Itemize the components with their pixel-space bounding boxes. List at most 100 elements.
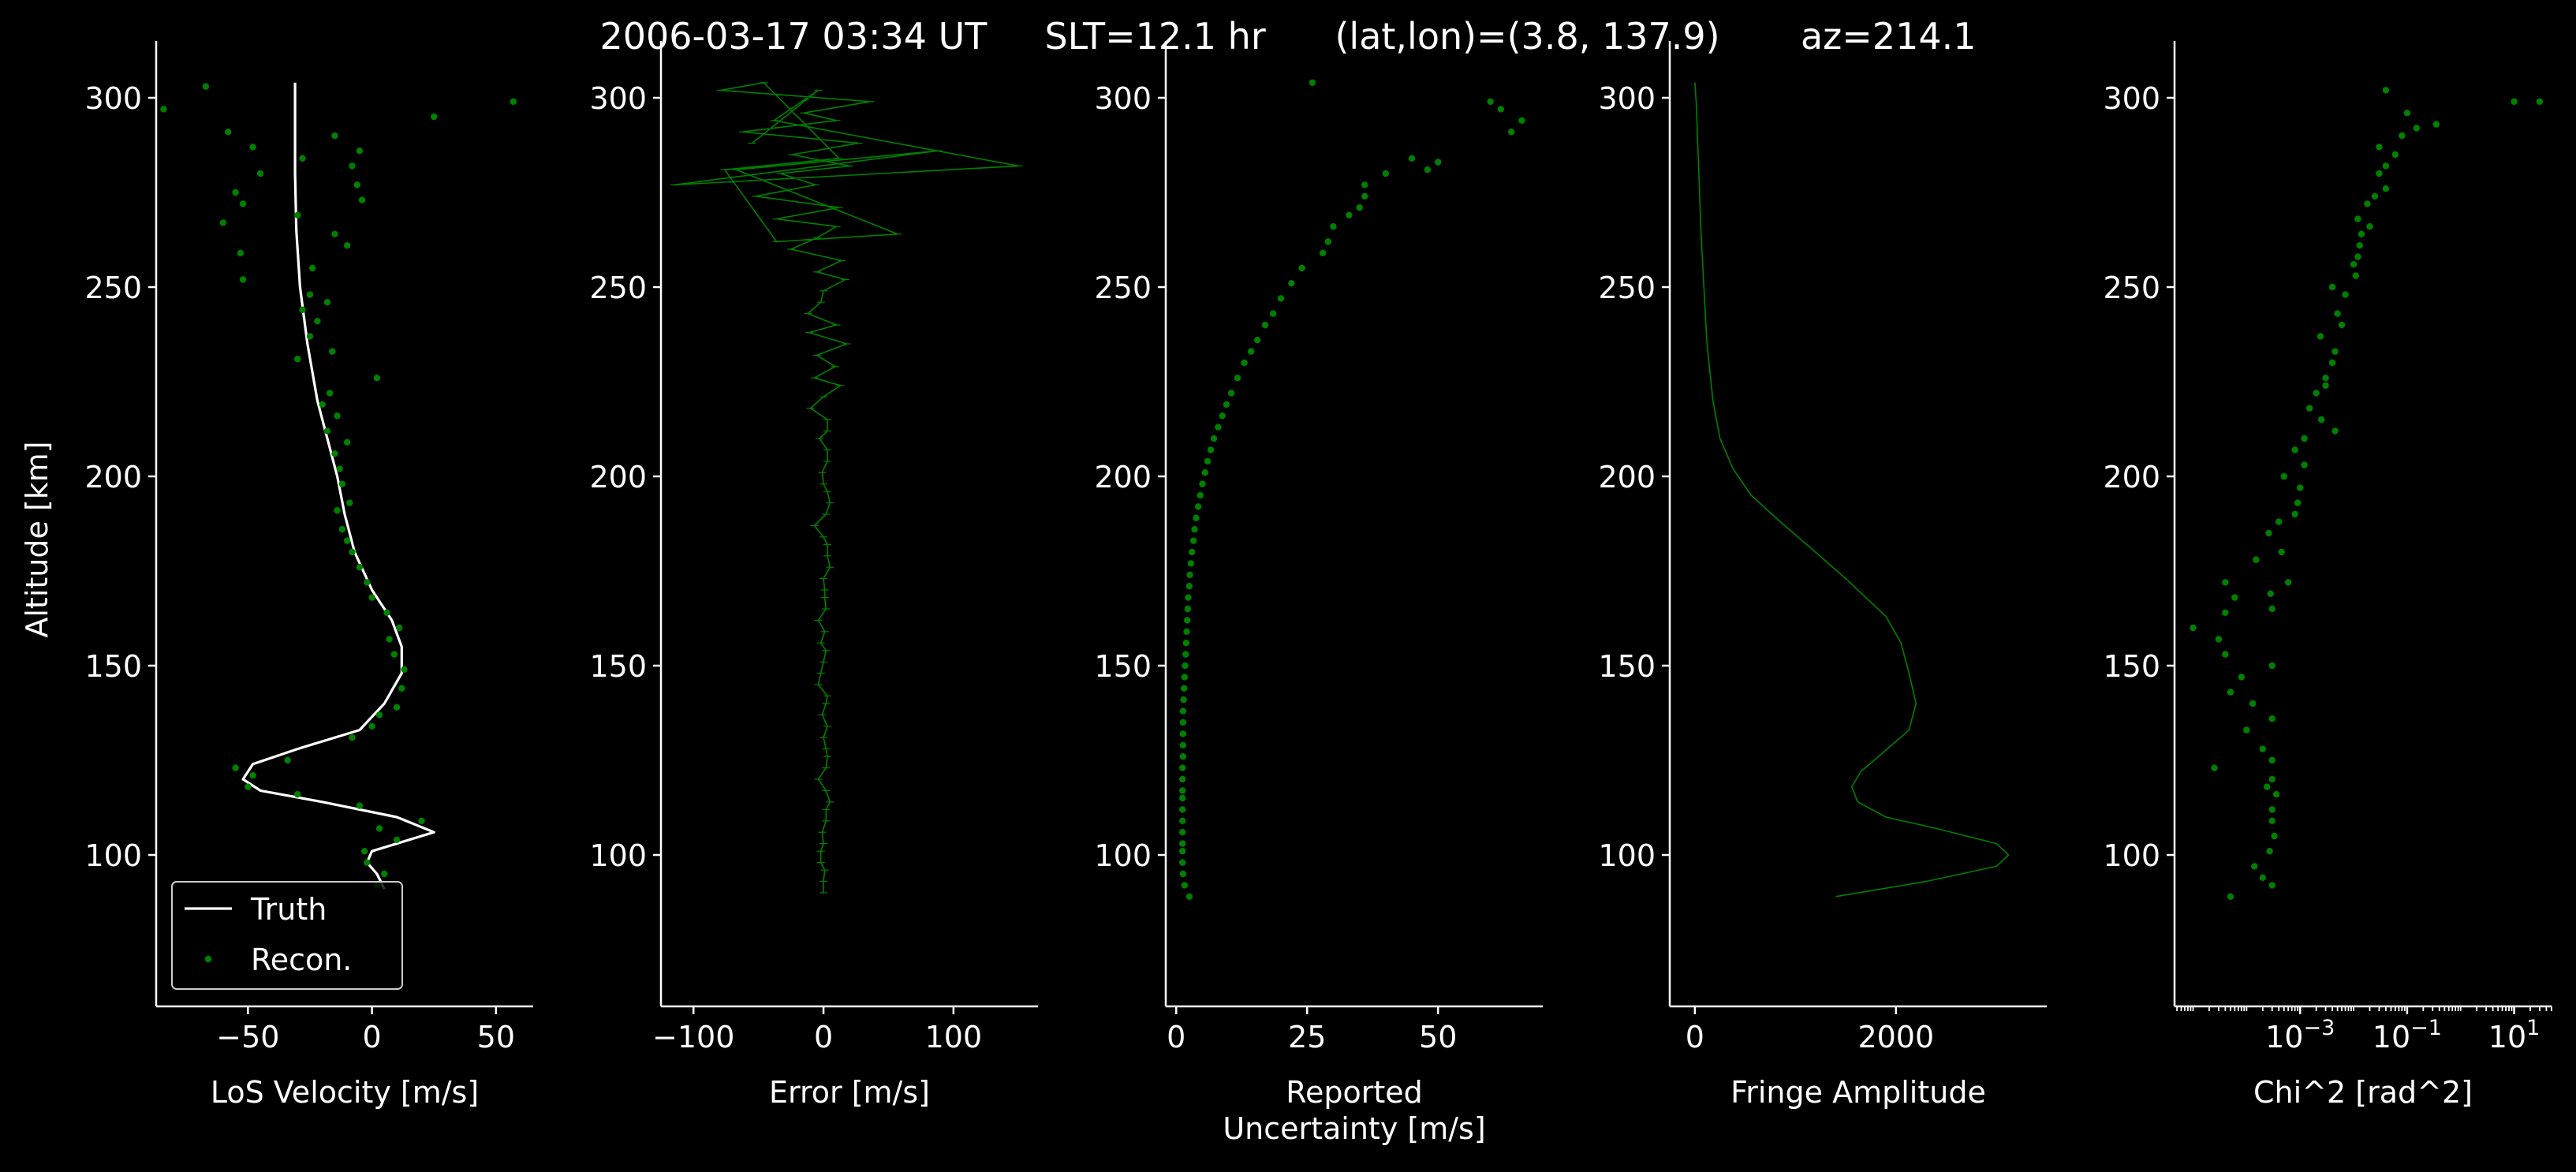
x-tick-mantissa: 10	[2265, 1020, 2303, 1054]
data-point	[2222, 651, 2229, 658]
x-axis-label-line: Error [m/s]	[769, 1075, 930, 1110]
data-point	[299, 306, 306, 313]
data-point	[334, 412, 341, 420]
data-point	[1179, 730, 1187, 737]
x-tick-label: 50	[1419, 1020, 1457, 1054]
data-point	[232, 188, 239, 196]
legend-recon-swatch	[204, 955, 212, 963]
data-point	[1309, 79, 1316, 87]
data-point	[2382, 185, 2390, 192]
data-point	[2268, 756, 2275, 764]
y-tick-label: 100	[589, 838, 647, 873]
data-point	[336, 465, 343, 472]
data-point	[1180, 696, 1187, 704]
data-point	[294, 211, 301, 218]
data-point	[249, 144, 256, 151]
data-point	[308, 264, 316, 272]
data-point	[346, 499, 353, 506]
data-point	[2271, 832, 2278, 840]
data-point	[256, 170, 264, 177]
data-point	[2272, 791, 2280, 798]
y-tick-label: 250	[1598, 271, 1656, 305]
data-point	[1179, 870, 1187, 878]
data-point	[2268, 715, 2275, 722]
x-axis-label: Chi^2 [rad^2]	[2253, 1075, 2473, 1110]
y-tick-label: 150	[84, 649, 142, 684]
legend: Truth Recon.	[171, 881, 403, 990]
data-point	[2403, 110, 2411, 117]
data-point	[2265, 529, 2272, 537]
data-point	[2328, 283, 2336, 291]
data-point	[1288, 280, 1295, 287]
x-tick-label: 0	[1167, 1020, 1185, 1054]
y-tick-label: 150	[1094, 649, 1152, 684]
data-point	[353, 181, 360, 188]
x-tick-label: 100	[925, 1020, 983, 1054]
data-point	[1185, 893, 1193, 901]
data-point	[1194, 503, 1202, 510]
data-point	[323, 427, 331, 435]
x-tick-label: 0	[362, 1020, 381, 1054]
data-point	[2331, 348, 2339, 355]
data-point	[1298, 264, 1305, 272]
data-point	[1179, 741, 1187, 748]
data-point	[2536, 98, 2544, 105]
data-point	[1241, 359, 1248, 367]
y-tick-label: 300	[1598, 81, 1656, 116]
x-axis-label-line: LoS Velocity [m/s]	[211, 1075, 479, 1110]
x-tick-label: 101	[2488, 1016, 2541, 1054]
data-point	[2322, 382, 2329, 389]
y-tick-label: 200	[2103, 460, 2160, 495]
data-point	[2190, 624, 2197, 632]
y-tick-label: 100	[84, 838, 142, 873]
data-point	[343, 439, 351, 446]
data-point	[2366, 223, 2373, 230]
data-point	[1204, 457, 1211, 465]
data-point	[401, 666, 408, 673]
data-point	[1356, 204, 1363, 211]
x-tick-label: 0	[814, 1020, 833, 1054]
data-point	[1408, 155, 1416, 162]
data-point	[202, 83, 210, 90]
y-tick-label: 300	[84, 81, 142, 116]
data-point	[2284, 579, 2292, 586]
data-point	[224, 129, 232, 136]
data-point	[2291, 510, 2298, 518]
data-point	[294, 356, 301, 363]
data-point	[314, 318, 321, 325]
y-tick-label: 250	[2103, 271, 2160, 305]
data-point	[373, 375, 381, 382]
data-point	[1435, 159, 1442, 166]
data-point	[1181, 882, 1189, 889]
data-point	[393, 836, 401, 844]
data-point	[1201, 469, 1208, 476]
data-point	[1227, 390, 1235, 397]
y-tick-label: 150	[1598, 649, 1656, 684]
panel-2: 100 150 200 250 300 −100 0 100 Error [m/s]	[589, 41, 1038, 1110]
data-point	[306, 291, 314, 298]
x-tick-label: 0	[1686, 1020, 1704, 1054]
data-point	[2354, 253, 2361, 260]
data-point	[2211, 764, 2218, 771]
data-point	[1185, 594, 1192, 601]
x-axis-label: Error [m/s]	[769, 1075, 930, 1110]
data-point	[398, 685, 405, 692]
data-point	[2342, 291, 2349, 298]
data-point	[381, 870, 388, 878]
data-point	[383, 609, 390, 616]
data-point	[1184, 617, 1191, 624]
data-point	[393, 704, 401, 711]
data-point	[1330, 223, 1337, 230]
x-axis-label: Reported Uncertainty [m/s]	[1223, 1075, 1485, 1146]
data-point	[418, 817, 425, 825]
data-point	[2432, 121, 2440, 128]
data-point	[349, 734, 356, 741]
data-point	[2331, 427, 2339, 435]
data-point	[2297, 484, 2304, 491]
data-point	[2294, 499, 2302, 506]
x-tick-label: 10−1	[2373, 1016, 2442, 1054]
data-point	[2354, 215, 2361, 222]
data-point	[331, 450, 338, 457]
data-point	[2268, 775, 2275, 783]
